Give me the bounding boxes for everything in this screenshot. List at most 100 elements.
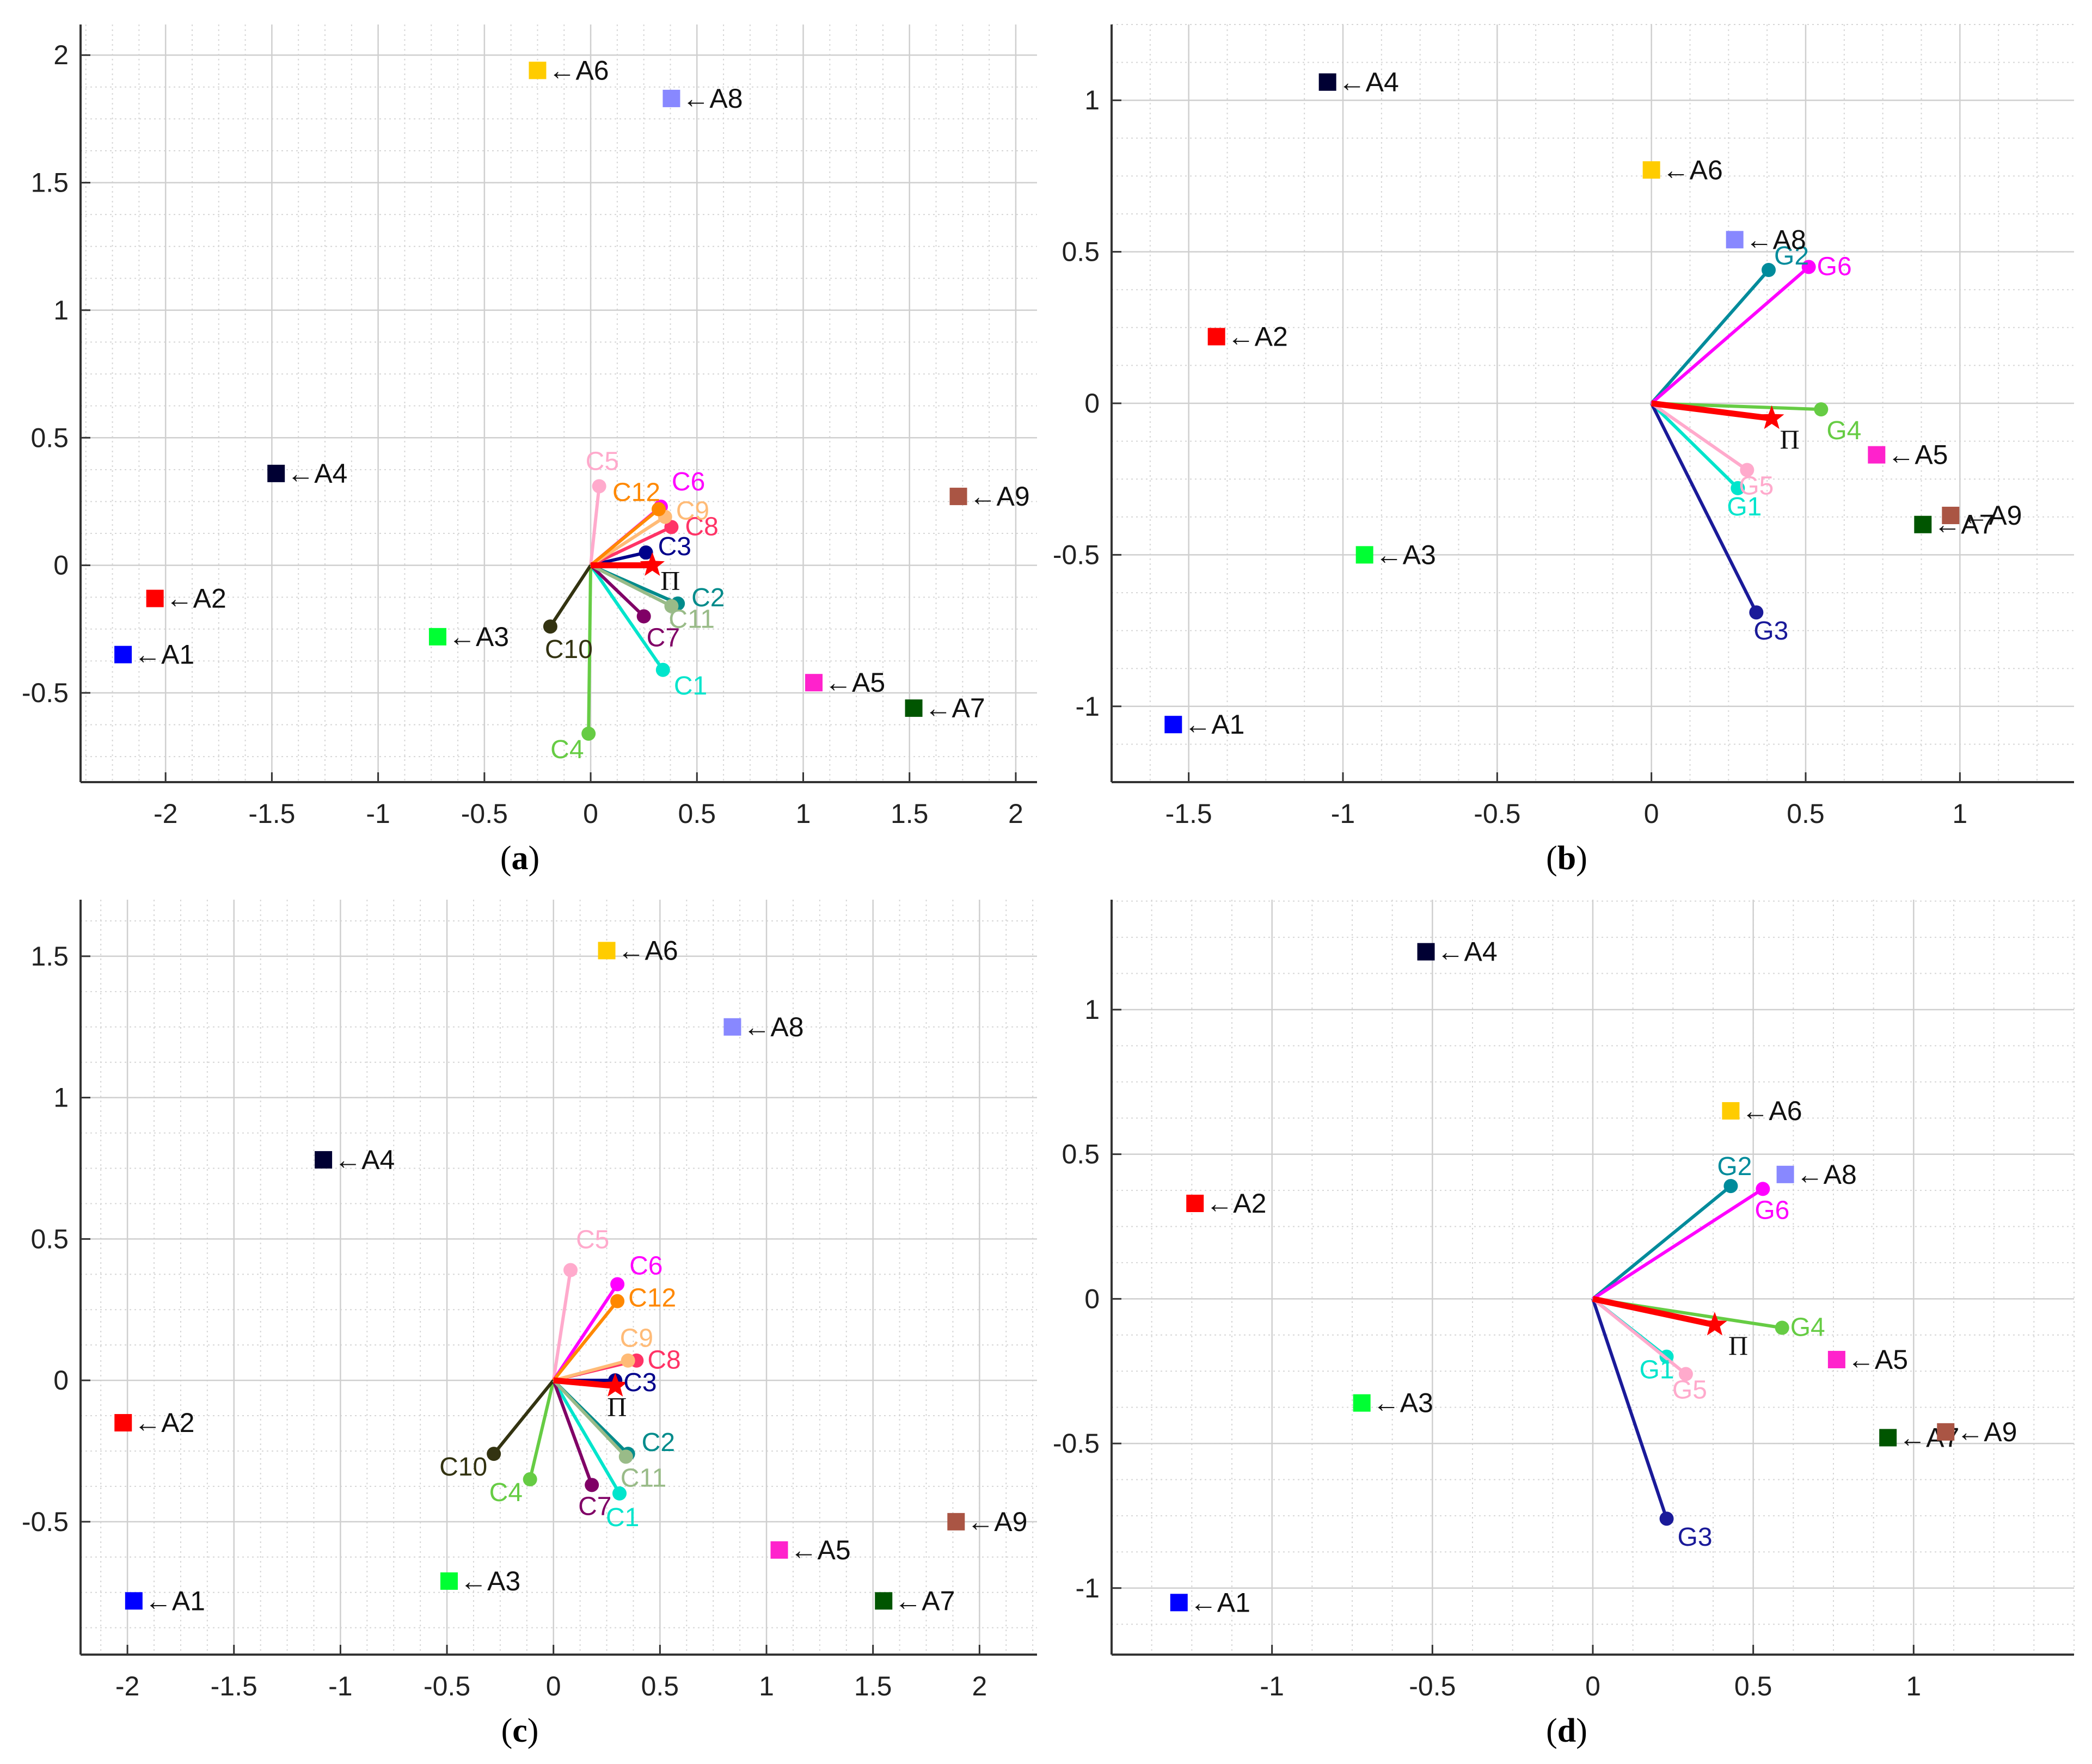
alternative-marker-a8 bbox=[1726, 231, 1744, 249]
x-tick-label: -0.5 bbox=[1474, 798, 1520, 829]
alternative-label-a2: ←A2 bbox=[1206, 1188, 1266, 1219]
pi-star-marker bbox=[1759, 405, 1784, 429]
grid bbox=[1111, 900, 2075, 1655]
panel-b: -1.5 -1 -0.5 0 0.5 1 -1 -0.5 0 0.5 1 G1 G2 G3 G4 G5 G6 Π ←… bbox=[1053, 24, 2074, 877]
criterion-label-c4: C4 bbox=[550, 735, 584, 764]
criterion-label-c11: C11 bbox=[621, 1464, 667, 1492]
y-tick-label: 0 bbox=[1084, 1283, 1100, 1314]
alternative-label-a9: ←A9 bbox=[1956, 1417, 2017, 1447]
criterion-point-c7 bbox=[585, 1478, 599, 1492]
x-tick-label: 1 bbox=[1906, 1671, 1921, 1701]
criterion-label-g5: G5 bbox=[1672, 1376, 1707, 1405]
alternative-marker-a3 bbox=[440, 1572, 458, 1590]
y-tick-label: -1 bbox=[1076, 691, 1100, 722]
alternative-label-a5: ←A5 bbox=[1848, 1344, 1908, 1375]
y-tick-label: -0.5 bbox=[1053, 539, 1100, 570]
criterion-vector-c7 bbox=[551, 1380, 593, 1486]
criterion-label-g3: G3 bbox=[1753, 617, 1788, 646]
grid bbox=[1111, 24, 2074, 783]
criterion-point-c3 bbox=[639, 545, 653, 560]
criterion-point-g2 bbox=[1723, 1179, 1738, 1194]
criterion-vector-g6 bbox=[1592, 1187, 1764, 1300]
x-tick-label: 0 bbox=[583, 798, 598, 829]
panel-caption: (b) bbox=[1546, 840, 1587, 877]
pi-star-marker bbox=[640, 552, 665, 576]
x-tick-label: -2 bbox=[154, 798, 177, 829]
criterion-point-g3 bbox=[1749, 605, 1764, 620]
criterion-point-c11 bbox=[664, 599, 679, 613]
criterion-label-g2: G2 bbox=[1717, 1152, 1752, 1181]
alternative-marker-a9 bbox=[947, 1513, 965, 1531]
alternative-marker-a1 bbox=[125, 1592, 143, 1610]
x-tick-label: 0 bbox=[546, 1671, 561, 1701]
alternative-marker-a7 bbox=[1914, 515, 1932, 533]
alternative-label-a5: ←A5 bbox=[790, 1535, 851, 1565]
criterion-point-c11 bbox=[618, 1449, 633, 1464]
alternative-label-a6: ←A6 bbox=[1662, 155, 1723, 185]
panel-c: -2 -1.5 -1 -0.5 0 0.5 1 1.5 2-0.500.511.5C1C2C3C… bbox=[22, 900, 1037, 1749]
criterion-label-c12: C12 bbox=[628, 1284, 676, 1313]
alternative-marker-a4 bbox=[1417, 943, 1435, 961]
criterion-point-c1 bbox=[612, 1486, 627, 1501]
alternative-label-a3: ←A3 bbox=[449, 622, 509, 652]
alternative-marker-a1 bbox=[1170, 1594, 1188, 1612]
criterion-point-c9 bbox=[621, 1353, 635, 1368]
alternative-label-a6: ←A6 bbox=[618, 936, 678, 966]
criterion-label-g6: G6 bbox=[1754, 1196, 1789, 1225]
y-tick-label: -0.5 bbox=[1053, 1428, 1100, 1459]
alternative-marker-a3 bbox=[1355, 546, 1373, 564]
pi-label: Π bbox=[607, 1391, 627, 1422]
caption-open-paren: ( bbox=[501, 1712, 513, 1749]
alternative-marker-a5 bbox=[770, 1541, 788, 1559]
criterion-label-c8: C8 bbox=[685, 512, 718, 541]
alternative-marker-a1 bbox=[114, 646, 132, 663]
alternative-label-a1: ←A1 bbox=[134, 640, 194, 670]
pi-label: Π bbox=[1780, 424, 1800, 454]
criterion-label-c9: C9 bbox=[620, 1324, 653, 1353]
criterion-label-c6: C6 bbox=[672, 468, 705, 496]
x-tick-label: -0.5 bbox=[424, 1671, 470, 1701]
alternative-marker-a7 bbox=[1879, 1429, 1897, 1447]
criterion-label-c2: C2 bbox=[642, 1428, 675, 1457]
criterion-vector-g5 bbox=[1592, 1298, 1687, 1375]
alternative-marker-a4 bbox=[1318, 73, 1336, 91]
criterion-vector-c6 bbox=[552, 1283, 619, 1381]
criterion-label-c10: C10 bbox=[439, 1453, 487, 1482]
criterion-vector-c5 bbox=[551, 1270, 572, 1381]
alternative-marker-a8 bbox=[1776, 1165, 1794, 1183]
caption-letter: d bbox=[1557, 1712, 1576, 1749]
pi-vector bbox=[1651, 400, 1772, 422]
y-tick-label: 1.5 bbox=[30, 941, 69, 972]
alternative-marker-a2 bbox=[114, 1414, 132, 1432]
y-tick-label: 0.5 bbox=[1062, 1139, 1100, 1170]
criterion-point-g4 bbox=[1775, 1320, 1789, 1335]
alternative-label-a2: ←A2 bbox=[134, 1407, 194, 1438]
criterion-point-g2 bbox=[1762, 263, 1776, 278]
x-tick-label: 0.5 bbox=[641, 1671, 679, 1701]
alternative-label-a8: ←A8 bbox=[1796, 1159, 1857, 1190]
alternative-label-a7: ←A7 bbox=[894, 1585, 955, 1616]
criterion-point-c12 bbox=[610, 1294, 625, 1308]
alternative-label-a9: ←A9 bbox=[967, 1507, 1027, 1537]
criterion-label-c8: C8 bbox=[647, 1346, 680, 1375]
y-tick-label: 1 bbox=[53, 295, 69, 325]
alternative-label-a6: ←A6 bbox=[1741, 1096, 1802, 1126]
alternative-marker-a6 bbox=[598, 942, 616, 960]
y-tick-label: 0 bbox=[1084, 388, 1100, 419]
pi-star-marker bbox=[1702, 1312, 1727, 1336]
criterion-label-c1: C1 bbox=[606, 1503, 639, 1532]
criterion-vector-c1 bbox=[589, 564, 665, 671]
alternative-marker-a9 bbox=[949, 488, 967, 506]
alternative-marker-a6 bbox=[1642, 161, 1660, 179]
alternative-label-a4: ←A4 bbox=[334, 1145, 395, 1175]
y-tick-label: 0 bbox=[53, 550, 69, 581]
x-tick-label: -1 bbox=[1260, 1671, 1284, 1701]
criterion-point-c7 bbox=[636, 609, 651, 624]
criterion-label-c10: C10 bbox=[545, 635, 593, 664]
y-tick-label: 1 bbox=[1084, 994, 1100, 1025]
alternative-marker-a4 bbox=[267, 464, 285, 482]
x-tick-label: 1 bbox=[796, 798, 811, 829]
caption-letter: b bbox=[1557, 840, 1576, 877]
caption-open-paren: ( bbox=[500, 840, 512, 877]
alternative-marker-a2 bbox=[1207, 328, 1225, 346]
